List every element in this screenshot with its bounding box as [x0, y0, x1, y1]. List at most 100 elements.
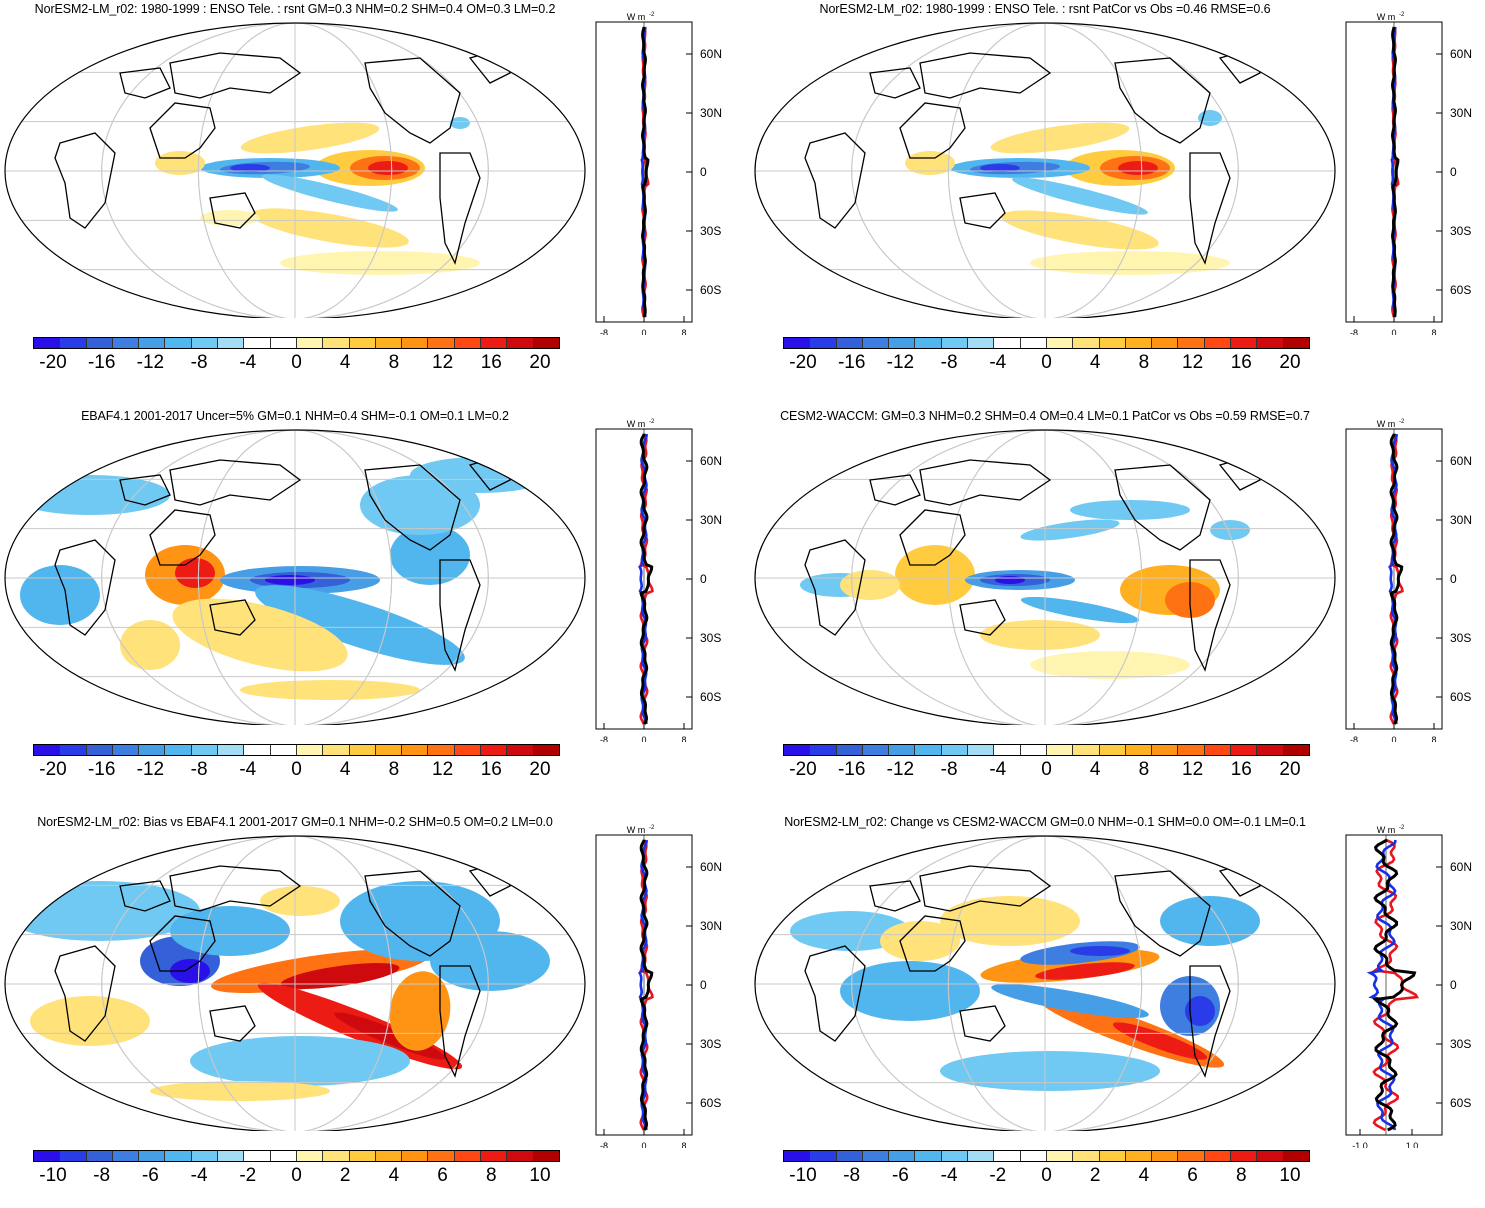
colorbar-swatch: [428, 1151, 455, 1161]
colorbar-swatch: [1231, 745, 1258, 755]
colorbar-swatch: [1178, 745, 1205, 755]
colorbar-tick-label: 20: [1279, 759, 1301, 780]
colorbar-tick-label: 0: [291, 352, 302, 373]
colorbar-swatch: [1046, 1151, 1074, 1161]
colorbar-swatch: [941, 745, 969, 755]
panel-title: NorESM2-LM_r02: Change vs CESM2-WACCM GM…: [784, 815, 1306, 829]
colorbar-swatch: [349, 338, 376, 348]
anomaly-patch: [172, 598, 348, 672]
colorbar-tick-label: -8: [940, 759, 958, 780]
colorbar-swatch: [994, 1151, 1021, 1161]
colorbar-tick-label: -20: [789, 352, 817, 373]
anomaly-patch: [1035, 962, 1135, 980]
anomaly-patch: [240, 680, 420, 700]
colorbar-swatch: [139, 1151, 166, 1161]
colorbar-swatch: [941, 338, 969, 348]
colorbar-swatch: [1099, 1151, 1126, 1161]
anomaly-patch: [368, 161, 408, 175]
anomaly-patch: [170, 959, 210, 983]
colorbar-labels: -20 -16 -12 -8 -4 0 4 8 12 16 20: [783, 759, 1310, 783]
colorbar-swatch: [139, 338, 166, 348]
lat-label: 30N: [1450, 513, 1472, 527]
lat-label: 60N: [700, 860, 722, 874]
anomaly-patch: [260, 886, 340, 916]
colorbar-swatch: [60, 745, 87, 755]
colorbar-tick-label: 8: [1138, 352, 1150, 373]
colorbar-swatch: [165, 338, 192, 348]
colorbar-swatch: [810, 745, 837, 755]
colorbar-swatch: [86, 338, 113, 348]
colorbar-swatch: [218, 338, 245, 348]
colorbar-swatch: [1204, 1151, 1232, 1161]
colorbar-swatch: [1046, 338, 1074, 348]
colorbar-swatch: [428, 338, 455, 348]
colorbar-swatch: [34, 1151, 61, 1161]
colorbar-swatch: [1020, 745, 1047, 755]
anomaly-patch: [991, 983, 1149, 1019]
colorbar-swatch: [784, 1151, 811, 1161]
panel-ebaf-obs: EBAF4.1 2001-2017 Uncer=5% GM=0.1 NHM=0.…: [0, 407, 742, 802]
colorbar-swatch: [915, 745, 942, 755]
colorbar: [33, 744, 560, 756]
x-tick-label: 0: [1391, 735, 1396, 742]
colorbar-tick-label: 4: [339, 352, 351, 373]
colorbar-swatch: [375, 745, 403, 755]
colorbar-tick-label: 8: [1138, 759, 1150, 780]
map-border: [4, 22, 586, 318]
colorbar-swatch: [862, 1151, 890, 1161]
lat-label: 30N: [700, 919, 722, 933]
colorbar-swatch: [1204, 745, 1232, 755]
colorbar-swatch: [1020, 338, 1047, 348]
lat-label: 30S: [1450, 1037, 1471, 1051]
colorbar-tick-label: -8: [190, 759, 208, 780]
anomaly-patch: [1030, 651, 1190, 679]
colorbar-swatch: [428, 745, 455, 755]
colorbar-swatch: [836, 745, 863, 755]
colorbar-tick-label: 4: [339, 759, 351, 780]
colorbar-swatch: [270, 338, 297, 348]
colorbar-swatch: [191, 338, 219, 348]
colorbar-tick-label: -20: [789, 759, 817, 780]
colorbar-tick-label: 2: [1089, 1165, 1101, 1186]
lat-label: 60S: [700, 283, 721, 297]
anomaly-patch: [1118, 161, 1158, 175]
anomaly-patch: [940, 1051, 1160, 1091]
colorbar-tick-label: -20: [39, 759, 67, 780]
colorbar-tick-label: 16: [1230, 759, 1252, 780]
colorbar-tick-label: 10: [529, 1165, 551, 1186]
robinson-map: [754, 835, 1336, 1131]
colorbar-swatch: [836, 338, 863, 348]
colorbar-swatch: [139, 745, 166, 755]
colorbar-swatch: [296, 1151, 324, 1161]
colorbar-swatch: [1073, 338, 1100, 348]
colorbar-swatch: [244, 745, 271, 755]
colorbar-tick-label: -4: [190, 1165, 208, 1186]
colorbar-tick-label: 12: [432, 759, 454, 780]
colorbar-swatch: [862, 745, 890, 755]
colorbar-tick-label: 8: [1236, 1165, 1247, 1186]
lat-label: 0: [1450, 572, 1457, 586]
colorbar-swatch: [481, 338, 508, 348]
colorbar-swatch: [375, 338, 403, 348]
anomaly-patch: [170, 906, 290, 956]
x-tick-label: 0: [641, 328, 646, 335]
colorbar-tick-label: 0: [1041, 759, 1052, 780]
colorbar-swatch: [862, 338, 890, 348]
panel-title: NorESM2-LM_r02: Bias vs EBAF4.1 2001-201…: [37, 815, 553, 829]
colorbar-swatch: [191, 1151, 219, 1161]
colorbar-tick-label: 8: [388, 759, 400, 780]
lat-label: 30S: [700, 224, 721, 238]
colorbar-swatch: [34, 745, 61, 755]
anomaly-patch: [840, 570, 900, 600]
anomaly-patch: [840, 961, 980, 1021]
colorbar-tick-label: 12: [1182, 759, 1204, 780]
colorbar-tick-label: 6: [1187, 1165, 1198, 1186]
colorbar-tick-label: 0: [1041, 352, 1052, 373]
panel-title: NorESM2-LM_r02: 1980-1999 : ENSO Tele. :…: [819, 2, 1271, 16]
colorbar-tick-label: 12: [1182, 352, 1204, 373]
robinson-map: [4, 835, 586, 1131]
colorbar-swatch: [34, 338, 61, 348]
colorbar-swatch: [270, 745, 297, 755]
lat-label: 30N: [1450, 106, 1472, 120]
unit-exponent: -2: [1399, 419, 1405, 425]
